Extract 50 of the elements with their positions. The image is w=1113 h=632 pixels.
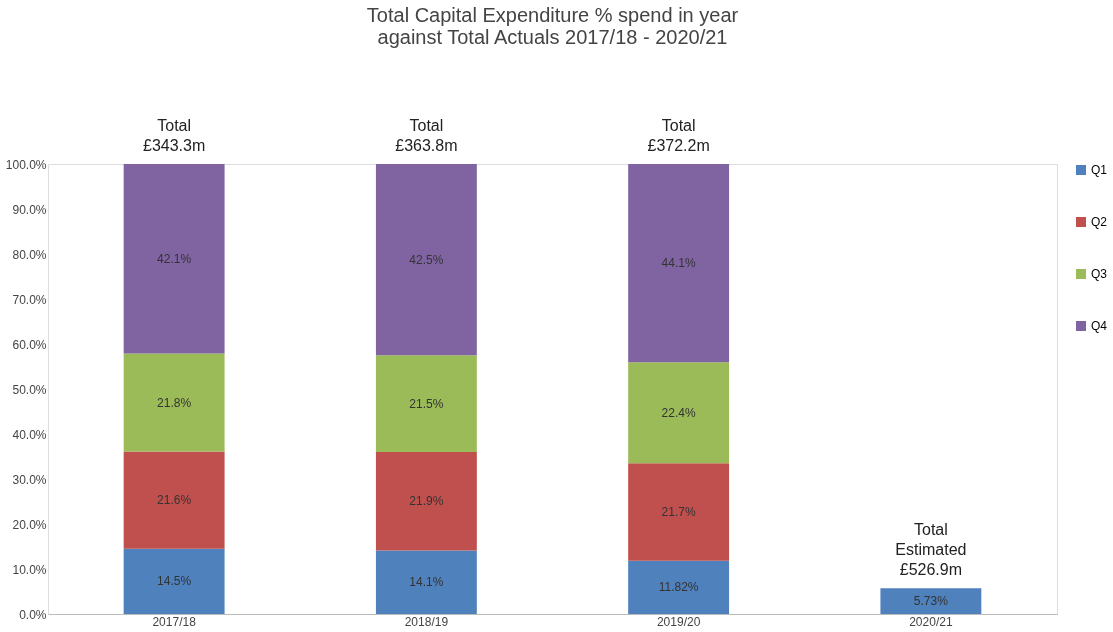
data-label: 14.1% (409, 575, 444, 590)
y-tick-label: 40.0% (12, 427, 47, 442)
total-label: Total £363.8m (395, 117, 458, 154)
legend-label: Q3 (1091, 267, 1108, 281)
data-label: 21.7% (661, 504, 696, 519)
x-tick-label: 2019/20 (656, 614, 701, 629)
y-tick-label: 100.0% (5, 157, 47, 172)
data-label: 42.5% (409, 252, 444, 267)
data-label: 14.5% (157, 574, 192, 589)
legend-label: Q4 (1091, 319, 1108, 333)
data-label: 11.82% (658, 580, 699, 595)
data-label: 42.1% (157, 251, 192, 266)
bar (375, 550, 477, 614)
y-tick-label: 10.0% (12, 562, 47, 577)
chart-title: Total Capital Expenditure % spend in year against Total Actuals 2017/18 - 2020/21 (366, 3, 739, 48)
y-tick-label: 30.0% (12, 472, 47, 487)
data-label: 21.5% (409, 396, 444, 411)
bar (375, 355, 477, 452)
data-label: 21.9% (409, 494, 444, 509)
bar (375, 452, 477, 551)
x-tick-label: 2017/18 (152, 614, 197, 629)
x-tick-label: 2020/21 (909, 614, 953, 629)
y-tick-label: 50.0% (12, 382, 47, 397)
bar (123, 548, 225, 614)
y-tick-label: 70.0% (12, 292, 47, 307)
data-label: 21.6% (157, 493, 192, 508)
y-tick-label: 0.0% (19, 607, 47, 622)
legend-label: Q1 (1091, 163, 1108, 177)
y-tick-label: 80.0% (12, 247, 47, 262)
bar (628, 463, 730, 561)
bar (880, 588, 982, 614)
data-label: 21.8% (157, 395, 192, 410)
bar (123, 451, 225, 549)
data-label: 44.1% (661, 256, 696, 271)
data-label: 22.4% (661, 405, 696, 420)
y-tick-label: 20.0% (12, 517, 47, 532)
total-label: Total £372.2m (647, 116, 710, 154)
bar (628, 163, 730, 363)
x-tick-label: 2018/19 (404, 614, 449, 629)
bar (628, 362, 730, 464)
bar (375, 164, 477, 356)
bar (123, 164, 225, 354)
total-label: Total Estimated £526.9m (895, 521, 967, 579)
total-label: Total £343.3m (142, 117, 206, 154)
data-label: 5.73% (913, 594, 949, 609)
y-tick-label: 90.0% (12, 202, 47, 217)
bar (628, 560, 730, 614)
legend-label: Q2 (1091, 215, 1108, 229)
bar (123, 353, 225, 452)
y-tick-label: 60.0% (12, 337, 47, 352)
